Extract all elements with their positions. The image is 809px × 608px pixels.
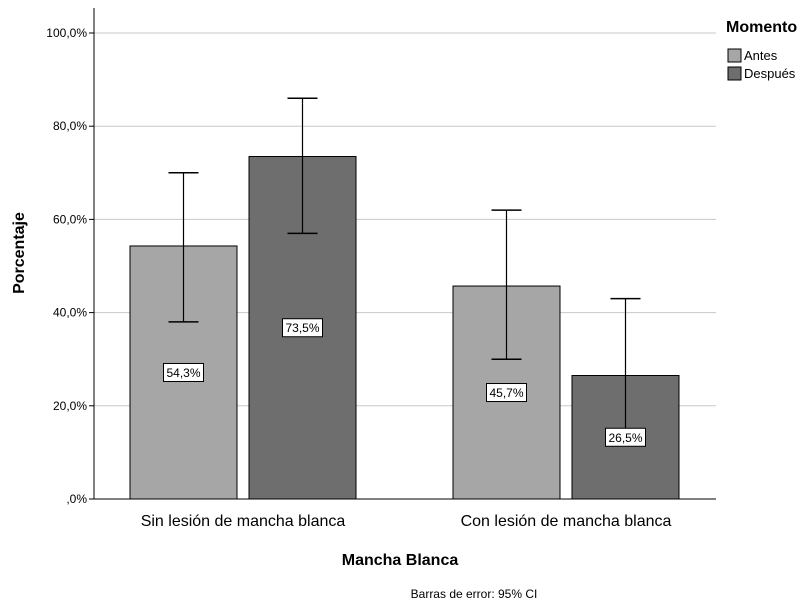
legend-swatch xyxy=(727,48,742,63)
legend-label: Después xyxy=(744,66,796,81)
category-labels: Sin lesión de mancha blanca Con lesión de… xyxy=(141,513,672,530)
data-label: 73,5% xyxy=(285,321,319,335)
legend-title: Momento xyxy=(726,19,797,36)
x-category-label: Con lesión de mancha blanca xyxy=(461,513,672,530)
y-tick-label: 40,0% xyxy=(53,306,87,320)
error-bars xyxy=(168,97,641,435)
bars xyxy=(129,155,680,500)
data-label-box xyxy=(163,362,204,382)
legend-label: Antes xyxy=(744,48,778,63)
y-tick-label: 20,0% xyxy=(53,399,87,413)
y-tick-label: 80,0% xyxy=(53,119,87,133)
data-label-box xyxy=(282,318,323,338)
data-label: 26,5% xyxy=(608,431,642,445)
legend: Momento Antes Después xyxy=(726,19,797,81)
x-category-label: Sin lesión de mancha blanca xyxy=(141,513,346,530)
x-axis-title: Mancha Blanca xyxy=(342,552,459,569)
y-tick-label: 100,0% xyxy=(46,26,87,40)
y-tick-label: ,0% xyxy=(66,492,87,506)
y-axis-ticks: ,0% 20,0% 40,0% 60,0% 80,0% 100,0% xyxy=(46,26,94,506)
data-label: 54,3% xyxy=(166,366,200,380)
y-tick-label: 60,0% xyxy=(53,212,87,226)
legend-swatch xyxy=(727,66,742,81)
data-label-box xyxy=(486,383,527,403)
axes xyxy=(93,8,716,500)
error-bar-footnote: Barras de error: 95% CI xyxy=(411,587,538,601)
y-axis-title: Porcentaje xyxy=(11,212,28,294)
data-labels: 54,3% 73,5% 45,7% 26,5% xyxy=(163,318,646,447)
data-label: 45,7% xyxy=(489,386,523,400)
data-label-box xyxy=(605,427,646,447)
